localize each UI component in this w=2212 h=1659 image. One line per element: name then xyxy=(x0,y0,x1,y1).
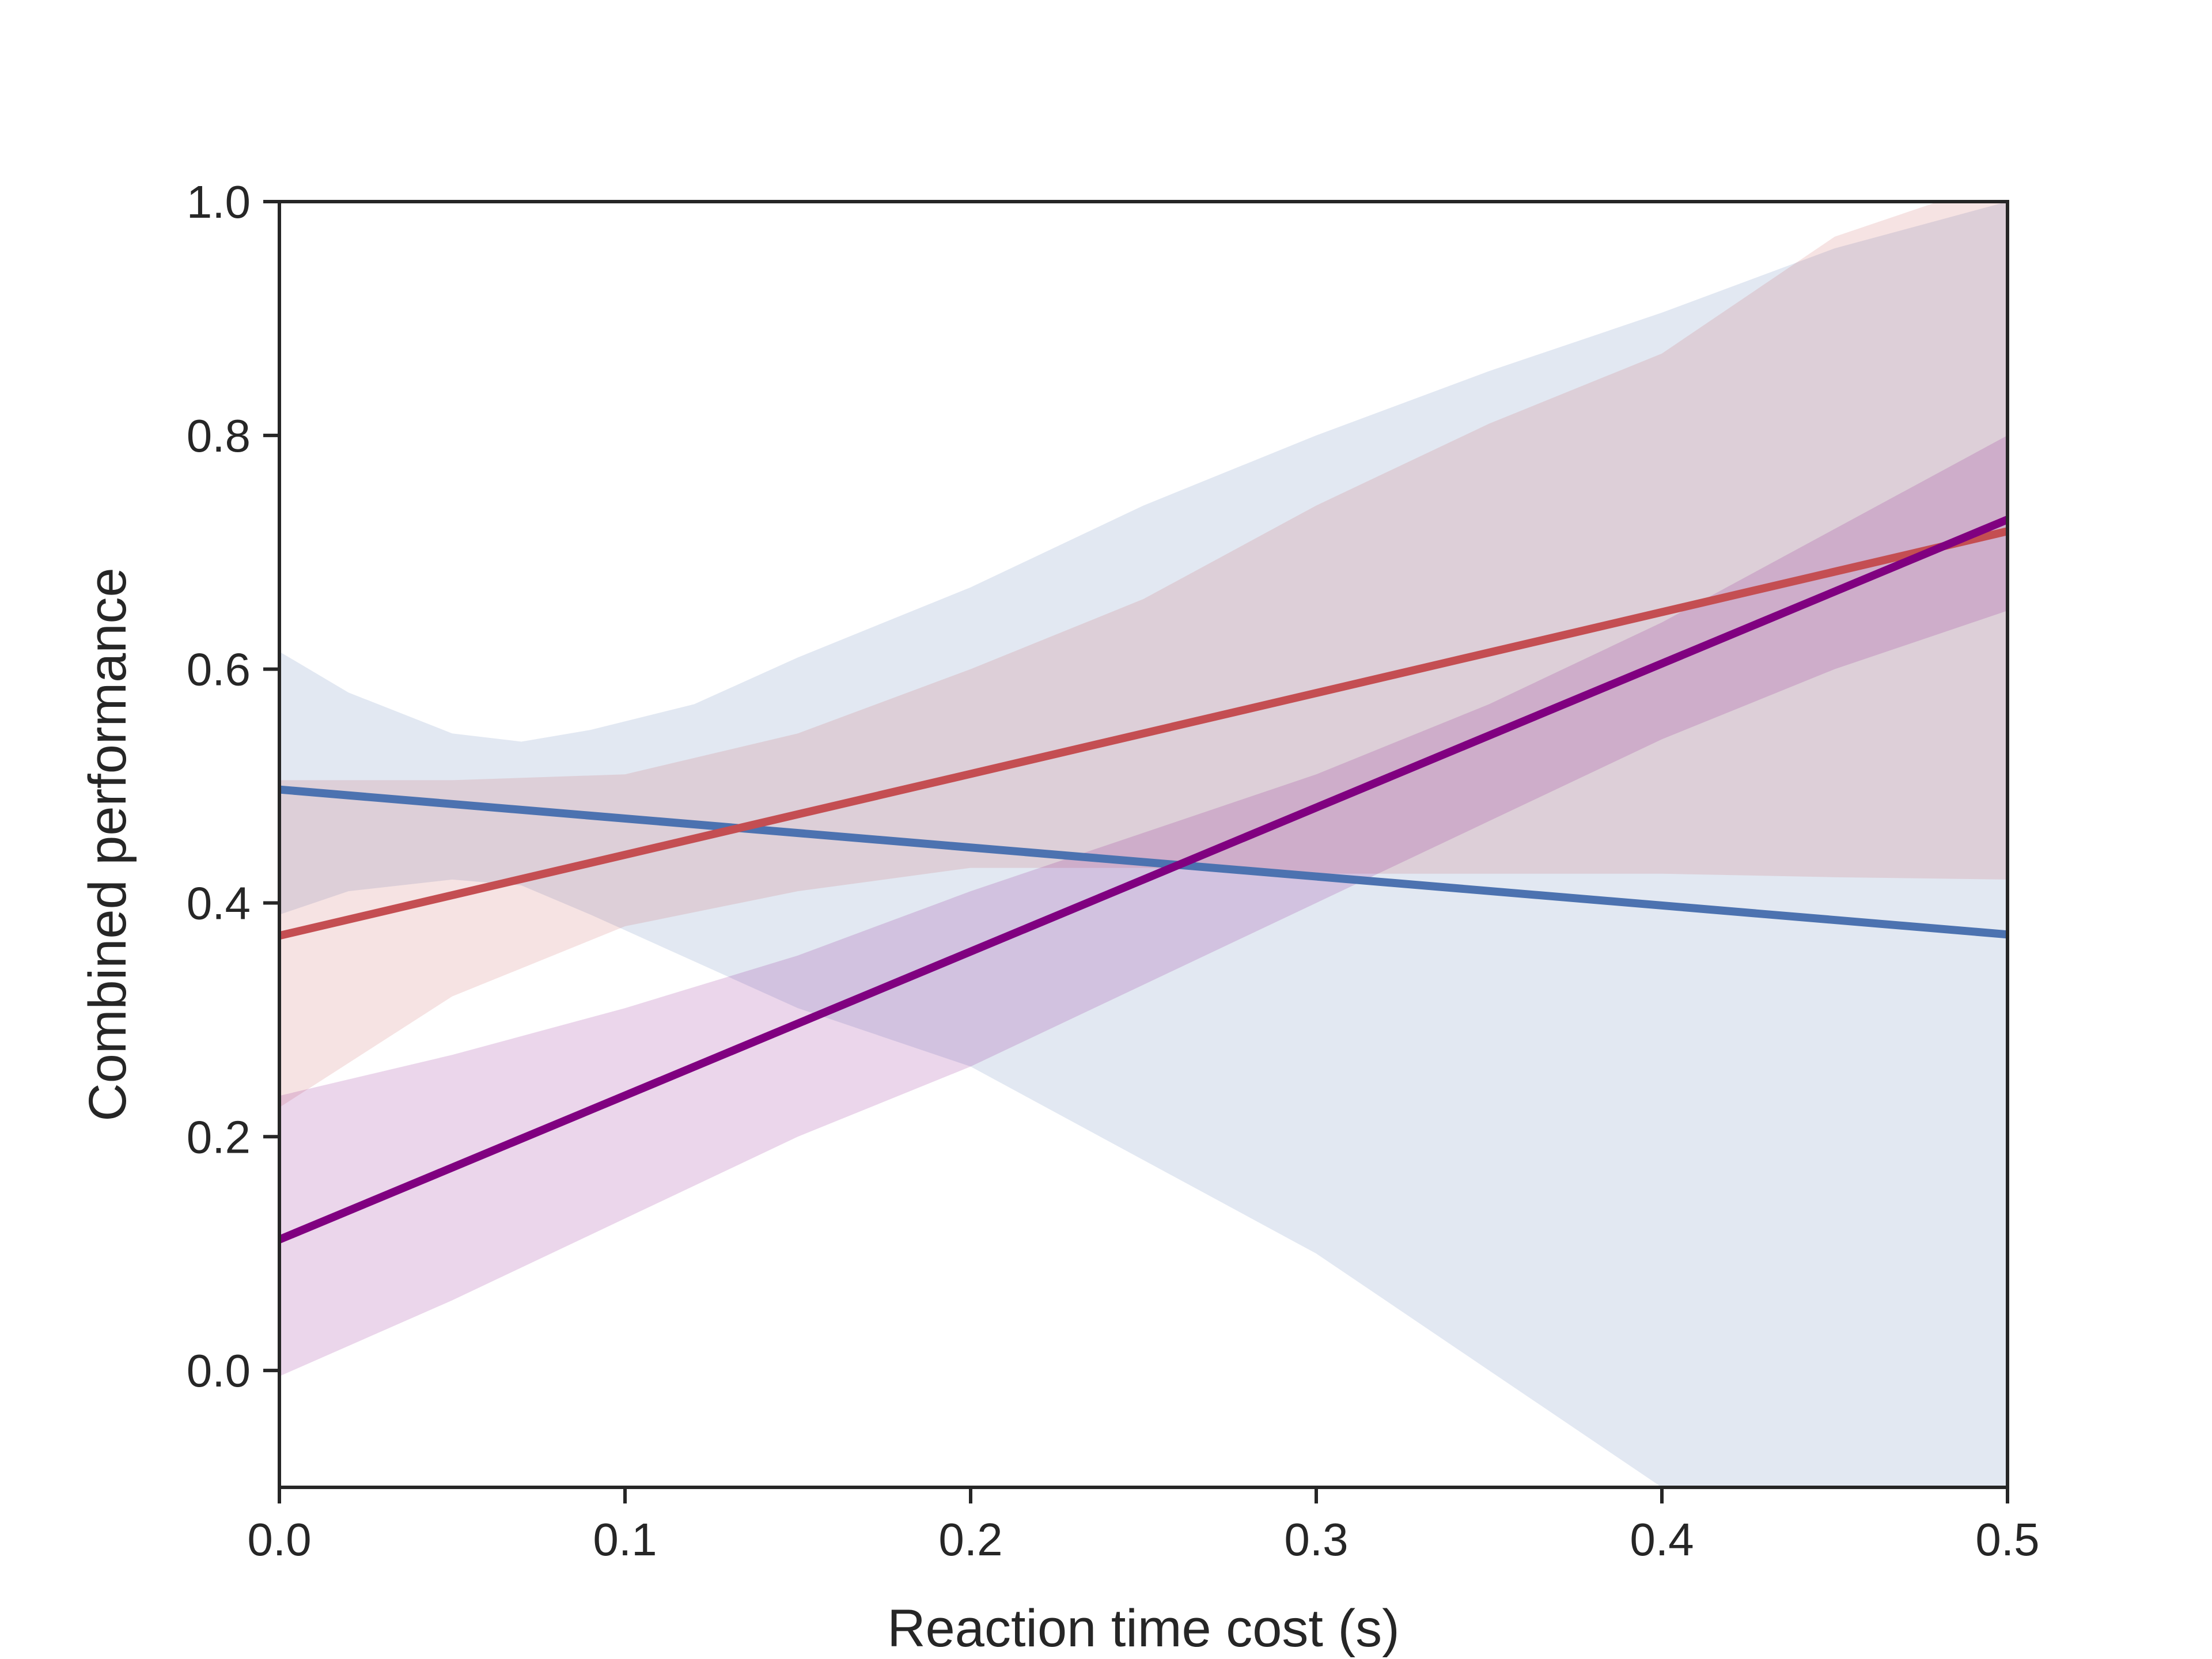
series-line-1 xyxy=(279,785,2008,939)
regression-lines xyxy=(279,516,2008,1244)
y-axis-ticks: 0.0 0.2 0.4 0.6 0.8 1.0 xyxy=(187,176,279,1396)
x-tick-label: 0.2 xyxy=(938,1514,1002,1565)
series-line-2 xyxy=(279,527,2008,940)
y-tick-label: 0.8 xyxy=(187,410,251,461)
y-tick-label: 0.2 xyxy=(187,1111,251,1162)
confidence-bands xyxy=(279,202,2008,1487)
confidence-band-3 xyxy=(279,435,2008,1377)
x-tick-label: 0.5 xyxy=(1975,1514,2039,1565)
y-axis-label: Combined performance xyxy=(78,567,137,1121)
x-tick-label: 0.3 xyxy=(1284,1514,1348,1565)
x-tick-label: 0.0 xyxy=(247,1514,311,1565)
confidence-band-2 xyxy=(279,202,2008,1108)
y-tick-label: 0.4 xyxy=(187,877,251,929)
x-axis-label: Reaction time cost (s) xyxy=(887,1599,1400,1658)
x-axis-ticks: 0.0 0.1 0.2 0.3 0.4 0.5 xyxy=(247,1487,2040,1565)
y-tick-label: 1.0 xyxy=(187,176,251,228)
x-tick-label: 0.4 xyxy=(1630,1514,1694,1565)
y-tick-label: 0.6 xyxy=(187,644,251,695)
plot-frame xyxy=(278,200,2009,1489)
confidence-band-1 xyxy=(279,202,2008,1487)
series-line-3 xyxy=(279,516,2008,1244)
x-tick-label: 0.1 xyxy=(593,1514,657,1565)
y-tick-label: 0.0 xyxy=(187,1345,251,1396)
